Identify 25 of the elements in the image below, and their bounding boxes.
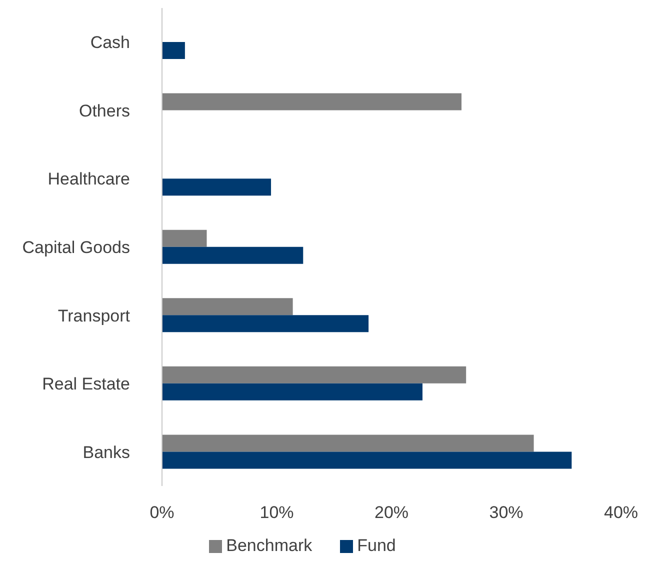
y-tick-label: Cash xyxy=(90,33,130,52)
bar xyxy=(162,383,422,400)
bar xyxy=(162,366,466,384)
x-tick-label: 10% xyxy=(260,503,294,522)
y-tick-label: Transport xyxy=(58,306,130,326)
y-tick-label: Real Estate xyxy=(42,374,130,394)
bar xyxy=(162,434,534,452)
x-tick-label: 40% xyxy=(604,503,638,522)
x-tick-label: 20% xyxy=(374,503,409,522)
y-tick-label: Capital Goods xyxy=(22,238,130,258)
bar xyxy=(162,315,369,332)
y-tick-label: Healthcare xyxy=(48,170,130,189)
y-tick-label: Banks xyxy=(82,442,130,462)
bar xyxy=(162,178,272,196)
bar xyxy=(162,93,462,110)
bar xyxy=(162,246,304,264)
legend-label: Benchmark xyxy=(226,536,312,555)
bar xyxy=(162,42,185,59)
legend-label: Fund xyxy=(357,536,396,555)
bar xyxy=(162,230,207,247)
bar xyxy=(162,452,572,469)
x-tick-label: 30% xyxy=(489,503,524,522)
x-tick-label: 0% xyxy=(150,503,174,522)
bar xyxy=(162,298,293,316)
y-tick-label: Others xyxy=(78,101,130,120)
